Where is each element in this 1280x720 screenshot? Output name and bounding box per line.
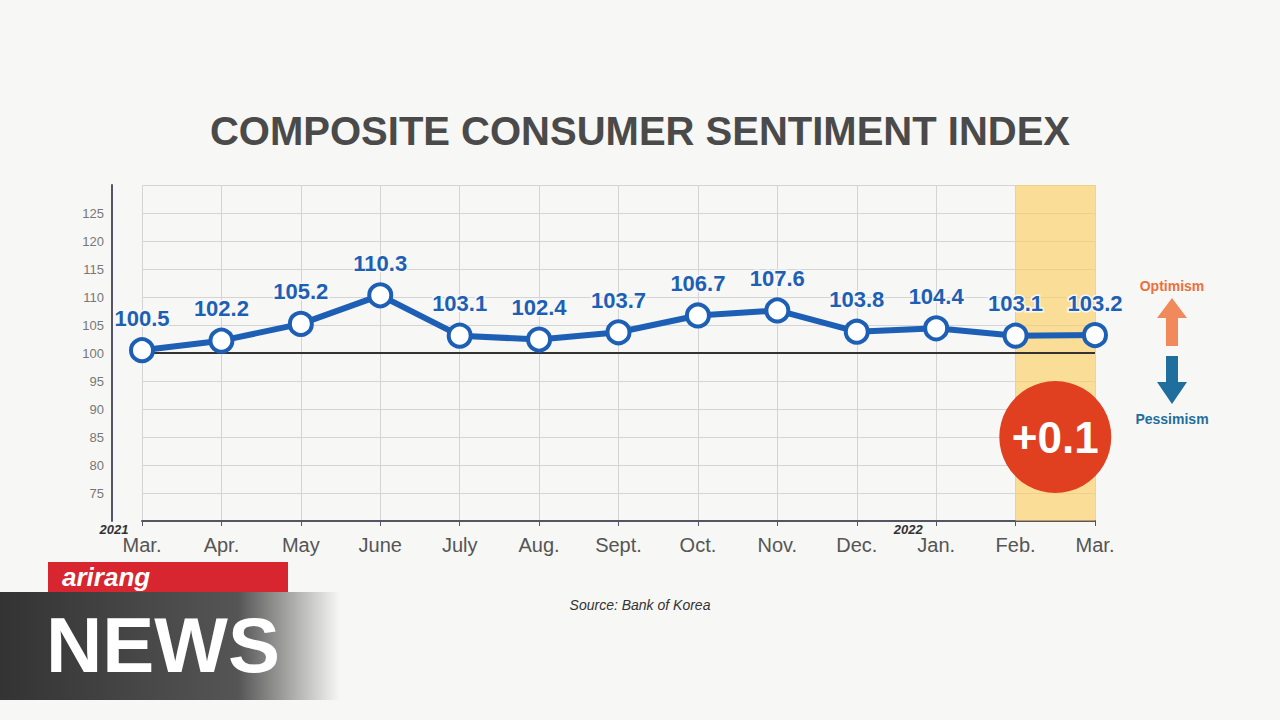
svg-text:104.4: 104.4 bbox=[909, 284, 965, 309]
svg-text:115: 115 bbox=[83, 262, 104, 277]
svg-text:COMPOSITE CONSUMER SENTIMENT I: COMPOSITE CONSUMER SENTIMENT INDEX bbox=[210, 109, 1070, 153]
svg-text:Aug.: Aug. bbox=[519, 534, 560, 556]
svg-text:120: 120 bbox=[82, 234, 104, 249]
svg-text:arirang: arirang bbox=[62, 562, 150, 592]
svg-text:+0.1: +0.1 bbox=[1012, 413, 1099, 462]
svg-text:Apr.: Apr. bbox=[204, 534, 240, 556]
svg-text:Feb.: Feb. bbox=[996, 534, 1036, 556]
svg-text:103.2: 103.2 bbox=[1067, 291, 1122, 316]
svg-text:106.7: 106.7 bbox=[670, 271, 725, 296]
svg-text:Mar.: Mar. bbox=[1076, 534, 1115, 556]
svg-text:95: 95 bbox=[90, 374, 104, 389]
svg-text:NEWS: NEWS bbox=[46, 601, 280, 689]
svg-text:85: 85 bbox=[90, 430, 104, 445]
svg-text:May: May bbox=[282, 534, 320, 556]
svg-text:75: 75 bbox=[90, 486, 104, 501]
svg-text:103.1: 103.1 bbox=[988, 291, 1043, 316]
svg-text:102.2: 102.2 bbox=[194, 296, 249, 321]
svg-text:Source: Bank of Korea: Source: Bank of Korea bbox=[570, 597, 711, 613]
svg-text:Jan.: Jan. bbox=[917, 534, 955, 556]
svg-text:Optimism: Optimism bbox=[1140, 278, 1205, 294]
svg-text:Mar.: Mar. bbox=[123, 534, 162, 556]
svg-text:102.4: 102.4 bbox=[512, 295, 568, 320]
svg-text:80: 80 bbox=[90, 458, 104, 473]
svg-text:110.3: 110.3 bbox=[353, 251, 407, 276]
svg-text:Nov.: Nov. bbox=[758, 534, 798, 556]
svg-text:103.8: 103.8 bbox=[829, 287, 884, 312]
svg-text:90: 90 bbox=[90, 402, 104, 417]
svg-text:110: 110 bbox=[83, 290, 104, 305]
svg-text:Sept.: Sept. bbox=[595, 534, 642, 556]
svg-text:Dec.: Dec. bbox=[836, 534, 877, 556]
svg-text:125: 125 bbox=[82, 206, 104, 221]
svg-text:103.1: 103.1 bbox=[432, 291, 487, 316]
svg-text:June: June bbox=[359, 534, 402, 556]
svg-text:103.7: 103.7 bbox=[591, 288, 646, 313]
svg-text:2022: 2022 bbox=[893, 522, 924, 537]
svg-text:105.2: 105.2 bbox=[273, 279, 328, 304]
svg-text:Oct.: Oct. bbox=[680, 534, 717, 556]
svg-text:2021: 2021 bbox=[99, 522, 129, 537]
svg-text:105: 105 bbox=[82, 318, 104, 333]
svg-text:July: July bbox=[442, 534, 478, 556]
svg-text:100: 100 bbox=[82, 346, 104, 361]
svg-text:100.5: 100.5 bbox=[114, 306, 169, 331]
svg-text:107.6: 107.6 bbox=[750, 266, 805, 291]
svg-text:Pessimism: Pessimism bbox=[1135, 411, 1208, 427]
